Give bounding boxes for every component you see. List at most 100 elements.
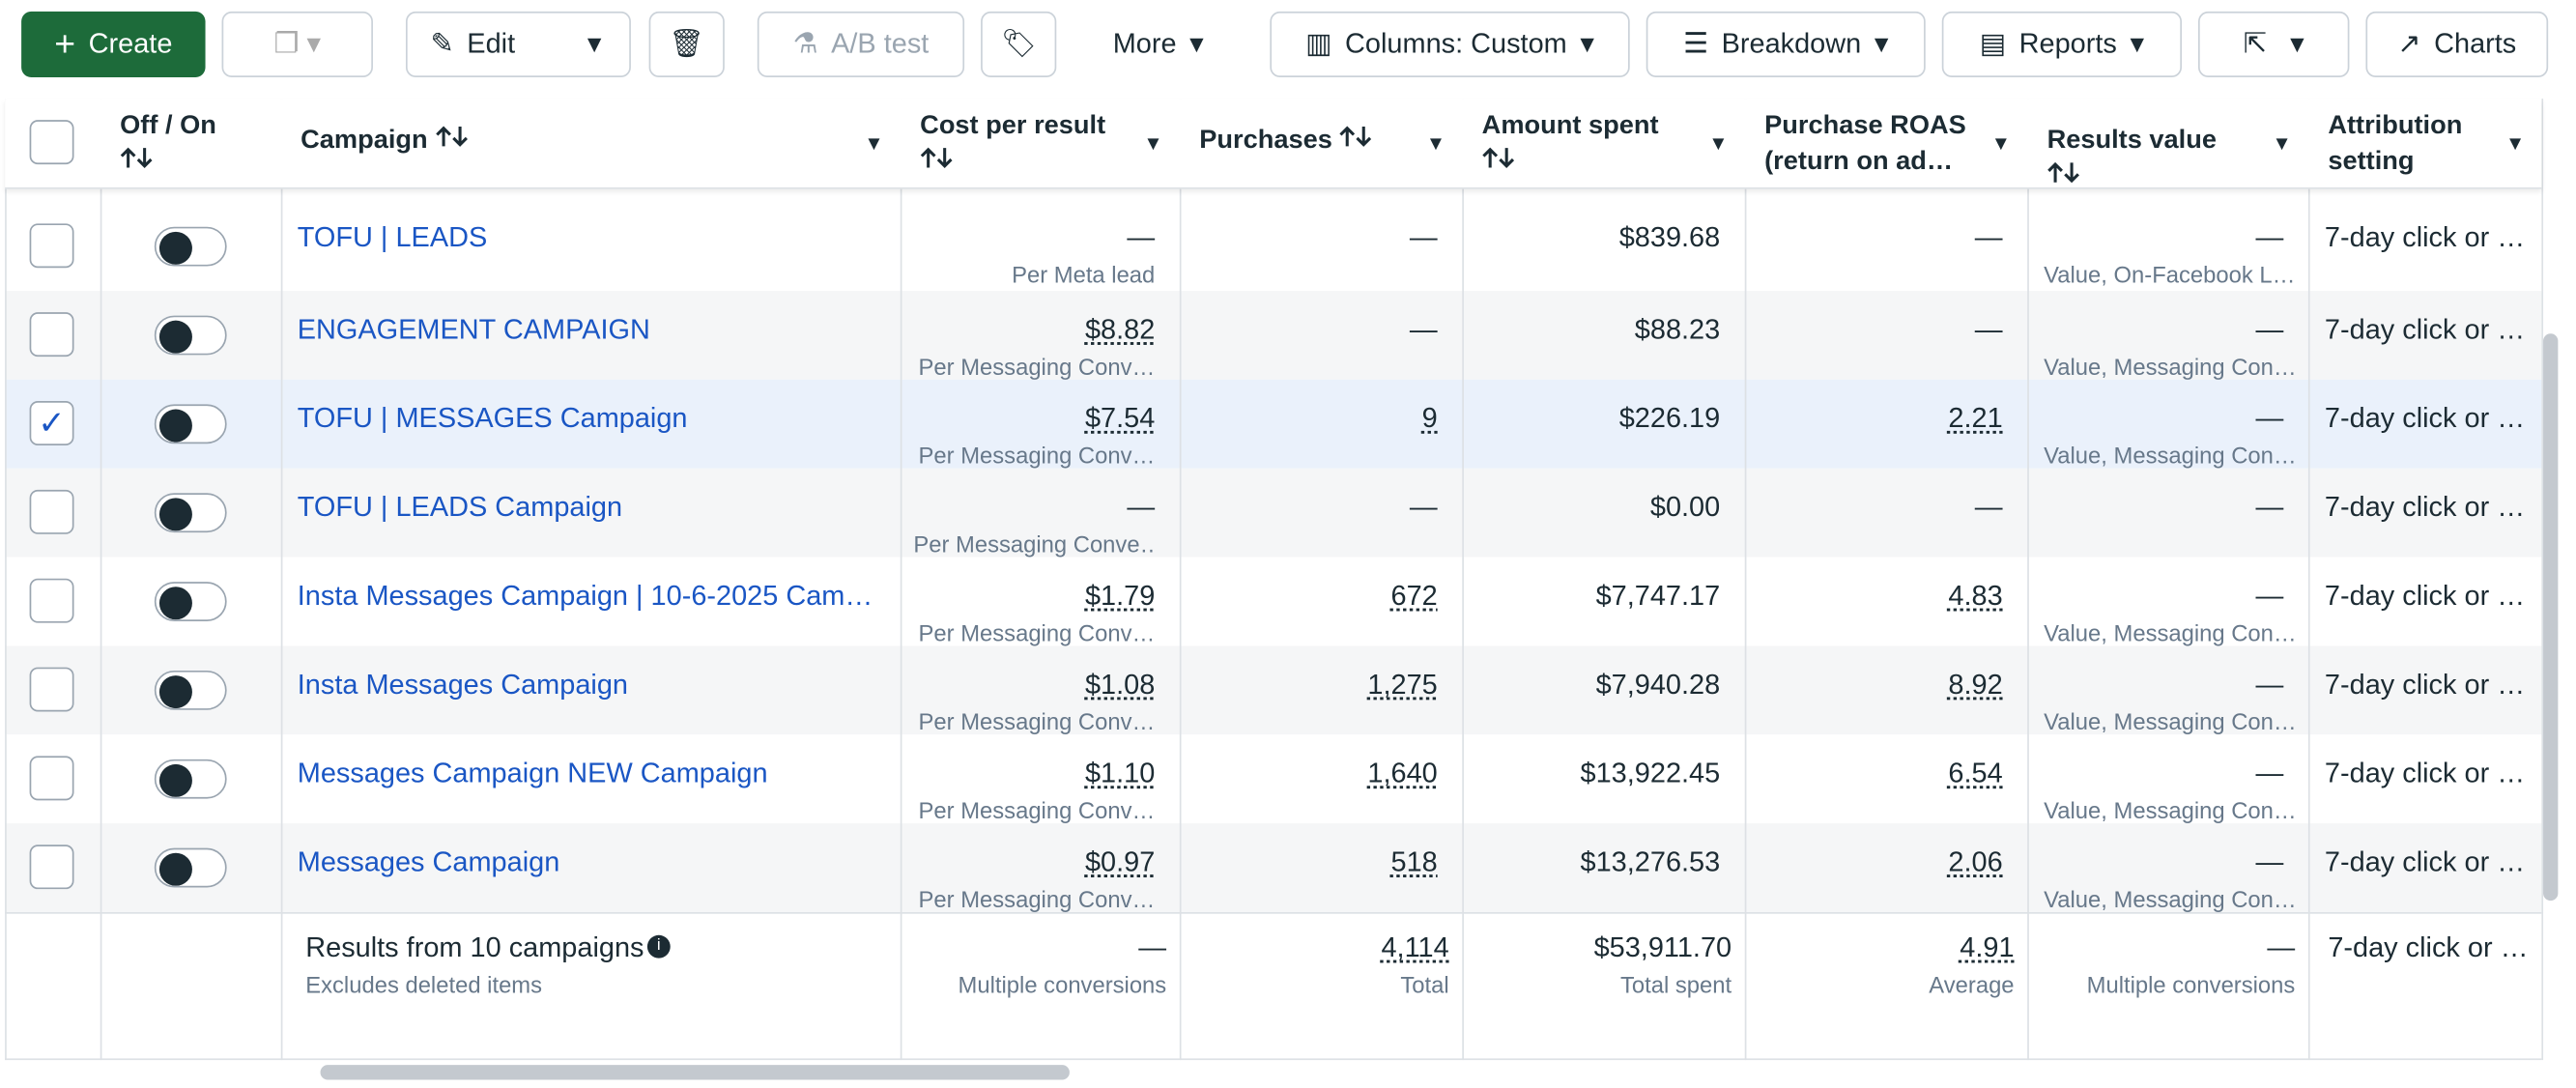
sort-icon[interactable] — [2047, 161, 2080, 190]
results-subtitle: Value, Messaging Con… — [2044, 619, 2297, 646]
row-bg — [5, 645, 2542, 735]
cell-value: — — [1974, 221, 2003, 253]
cost-subtitle: Per Messaging Conve… — [913, 530, 1156, 558]
sort-icon[interactable] — [1332, 126, 1373, 155]
header-checkbox[interactable] — [29, 120, 74, 165]
cell-value: $0.00 — [1649, 491, 1721, 523]
header-menu[interactable]: ▼ — [1425, 131, 1446, 155]
campaign-name[interactable]: TOFU | LEADS Campaign — [297, 491, 623, 523]
cell-value: $226.19 — [1618, 402, 1721, 435]
header-menu[interactable]: ▼ — [2504, 131, 2526, 155]
footer-subtitle: Total spent — [1619, 971, 1732, 998]
campaign-name[interactable]: ENGAGEMENT CAMPAIGN — [297, 313, 650, 346]
more-button[interactable]: More ▾ — [1075, 11, 1241, 77]
create-button[interactable]: + Create — [21, 11, 206, 77]
attribution: 7-day click or … — [2324, 845, 2526, 878]
toggle[interactable] — [154, 493, 227, 533]
campaign-name[interactable]: TOFU | LEADS — [297, 221, 488, 253]
column-header[interactable]: Amount spent — [1482, 108, 1693, 181]
cell-value: — — [1127, 491, 1156, 523]
header-menu[interactable]: ▼ — [1990, 131, 2011, 155]
export-button[interactable]: ⇱ ▾ — [2198, 11, 2350, 77]
duplicate-button[interactable]: ❐ ▾ — [221, 11, 373, 77]
toggle[interactable] — [154, 226, 227, 267]
campaign-name[interactable]: Insta Messages Campaign | 10-6-2025 Camp… — [297, 580, 881, 612]
footer-value: $53,911.70 — [1593, 931, 1732, 963]
cell-value: $7,940.28 — [1595, 669, 1721, 701]
header-menu[interactable]: ▼ — [864, 131, 884, 155]
sort-icon[interactable] — [428, 126, 469, 155]
column-header[interactable]: Campaign — [301, 124, 847, 159]
cell-value: — — [2255, 221, 2284, 253]
cell-value: — — [1974, 313, 2003, 346]
cell-value: — — [2255, 580, 2284, 612]
column-header[interactable]: Purchases — [1199, 124, 1410, 159]
toggle[interactable] — [154, 759, 227, 799]
tag-button[interactable]: 🏷 — [981, 11, 1057, 77]
attribution: 7-day click or … — [2324, 313, 2526, 346]
toggle-knob — [158, 675, 192, 709]
header-menu[interactable]: ▼ — [2272, 131, 2292, 155]
row-checkbox[interactable] — [29, 845, 74, 890]
row-checkbox[interactable] — [29, 223, 74, 269]
cost-subtitle: Per Messaging Conv… — [918, 442, 1156, 469]
results-subtitle: Value, Messaging Con… — [2044, 796, 2297, 824]
reports-button[interactable]: ▤ Reports ▾ — [1941, 11, 2182, 77]
column-divider — [100, 99, 102, 1061]
toggle-knob — [158, 763, 192, 797]
cell-value: 8.92 — [1948, 669, 2003, 701]
header-menu[interactable]: ▼ — [1708, 131, 1729, 155]
toggle-knob — [158, 587, 192, 620]
row-bg — [5, 823, 2542, 912]
column-header[interactable]: Results value — [2047, 124, 2256, 196]
info-icon: i — [646, 934, 671, 959]
cost-subtitle: Per Messaging Conv… — [918, 708, 1156, 735]
results-subtitle: Value, Messaging Con… — [2044, 885, 2297, 912]
row-checkbox[interactable] — [29, 312, 74, 358]
column-header[interactable]: Off / On — [120, 108, 228, 181]
cell-value: — — [1409, 313, 1438, 346]
ab-test-button[interactable]: ⚗ A/B test — [757, 11, 965, 77]
row-checkbox[interactable]: ✓ — [29, 401, 74, 445]
campaign-name[interactable]: Messages Campaign NEW Campaign — [297, 758, 768, 789]
column-divider — [2541, 99, 2544, 1061]
cell-value: 672 — [1390, 580, 1438, 612]
column-header[interactable]: Purchase ROAS (return on ad… — [1764, 111, 1966, 176]
cell-value: 1,640 — [1367, 758, 1438, 789]
row-checkbox[interactable] — [29, 756, 74, 801]
sort-icon[interactable] — [120, 145, 228, 181]
attribution: 7-day click or … — [2324, 402, 2526, 435]
toggle[interactable] — [154, 582, 227, 621]
cell-value: $13,276.53 — [1580, 845, 1721, 878]
horizontal-scrollbar[interactable] — [320, 1065, 1070, 1080]
toggle[interactable] — [154, 404, 227, 444]
columns-button[interactable]: ▥ Columns: Custom ▾ — [1270, 11, 1630, 77]
footer-value: 4.91 — [1960, 931, 2015, 963]
column-header[interactable]: Cost per result — [920, 108, 1127, 181]
edit-button[interactable]: ✎ Edit ▾ — [405, 11, 631, 77]
cell-value: $13,922.45 — [1580, 758, 1721, 789]
campaign-name[interactable]: Messages Campaign — [297, 845, 560, 878]
attribution: 7-day click or … — [2324, 758, 2526, 789]
delete-button[interactable]: 🗑 — [648, 11, 725, 77]
campaign-name[interactable]: Insta Messages Campaign — [297, 669, 628, 701]
vertical-scrollbar[interactable] — [2543, 333, 2559, 902]
charts-button[interactable]: ↗ Charts — [2365, 11, 2549, 77]
attribution: 7-day click or … — [2324, 221, 2526, 253]
breakdown-button[interactable]: ☰ Breakdown ▾ — [1646, 11, 1926, 77]
row-checkbox[interactable] — [29, 667, 74, 712]
cost-subtitle: Per Messaging Conv… — [918, 885, 1156, 912]
row-checkbox[interactable] — [29, 489, 74, 534]
toggle[interactable] — [154, 670, 227, 710]
sort-icon[interactable] — [920, 145, 1127, 181]
toggle[interactable] — [154, 315, 227, 356]
header-menu[interactable]: ▼ — [1143, 131, 1163, 155]
campaign-name[interactable]: TOFU | MESSAGES Campaign — [297, 402, 688, 435]
cost-subtitle: Per Messaging Conv… — [918, 353, 1156, 380]
row-checkbox[interactable] — [29, 578, 74, 623]
toggle[interactable] — [154, 847, 227, 888]
column-header[interactable]: Attribution setting — [2328, 111, 2463, 176]
sort-icon[interactable] — [1482, 145, 1693, 181]
cell-value: — — [2255, 845, 2284, 878]
row-bg — [5, 188, 2542, 292]
